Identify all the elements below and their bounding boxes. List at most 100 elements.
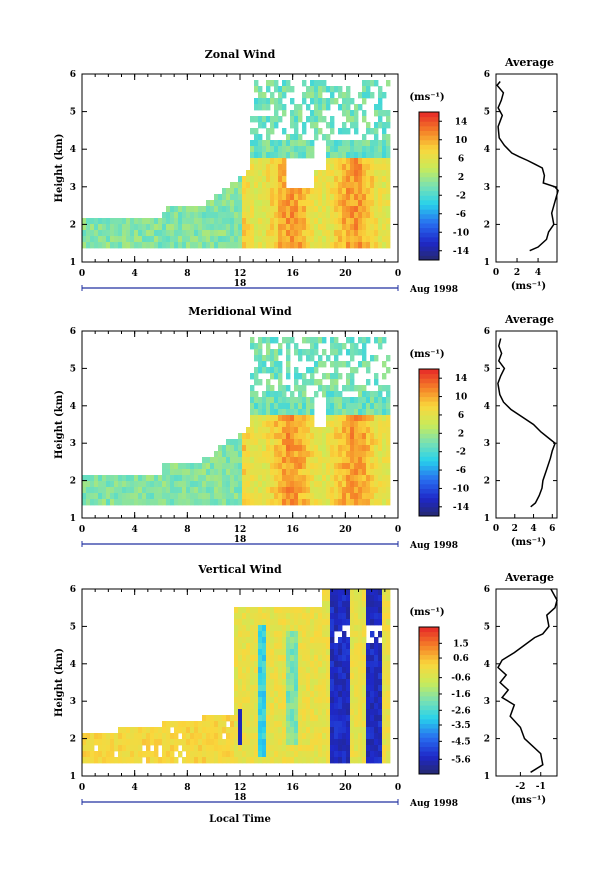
heatmap-cell [342,230,347,237]
heatmap-cell [318,475,323,482]
average-y-tick-label: 2 [484,220,490,230]
heatmap-cell [158,757,163,764]
heatmap-cell [246,451,251,458]
date-label: 18 [234,793,247,803]
heatmap-cell [302,349,307,356]
heatmap-cell [198,481,203,488]
colorbar-swatch [419,410,439,416]
heatmap-cell [314,499,319,506]
heatmap-cell [310,242,315,249]
heatmap-cell [370,679,375,686]
heatmap-cell [282,146,287,153]
heatmap-cell [194,493,199,500]
heatmap-cell [198,733,203,740]
heatmap-cell [238,649,243,656]
heatmap-cell [386,182,391,189]
heatmap-cell [346,619,351,626]
heatmap-cell [298,242,303,249]
heatmap-cell [138,493,143,500]
heatmap-cell [98,236,103,243]
heatmap-cell [370,469,375,476]
heatmap-cell [246,218,251,225]
heatmap-cell [286,230,291,237]
heatmap-cell [342,200,347,207]
heatmap-cell [222,715,227,722]
heatmap-cell [366,439,371,446]
heatmap-cell [130,224,135,231]
heatmap-cell [226,499,231,506]
heatmap-cell [274,613,279,620]
colorbar-swatch [419,737,439,743]
heatmap-cell [310,146,315,153]
heatmap-cell [322,601,327,608]
heatmap-cell [346,176,351,183]
heatmap-cell [102,733,107,740]
heatmap-cell [290,391,295,398]
heatmap-cell [362,745,367,752]
heatmap-cell [314,206,319,213]
heatmap-cell [350,230,355,237]
heatmap-cell [254,367,259,374]
heatmap-cell [314,655,319,662]
y-tick-label: 1 [70,514,76,524]
heatmap-cell [302,385,307,392]
heatmap-cell [298,643,303,650]
heatmap-cell [238,643,243,650]
heatmap-cell [370,421,375,428]
heatmap-cell [266,613,271,620]
heatmap-cell [350,745,355,752]
heatmap-cell [346,379,351,386]
heatmap-cell [326,415,331,422]
heatmap-cell [358,421,363,428]
heatmap-cell [330,427,335,434]
colorbar-swatch [419,144,439,150]
heatmap-cell [354,158,359,165]
heatmap-cell [298,457,303,464]
heatmap-cell [194,481,199,488]
heatmap-cell [270,463,275,470]
heatmap-cell [174,499,179,506]
heatmap-cell [350,463,355,470]
heatmap-cell [154,230,159,237]
heatmap-cell [226,230,231,237]
heatmap-cell [314,619,319,626]
heatmap-cell [326,86,331,93]
heatmap-cell [242,709,247,716]
colorbar-swatch [419,741,439,747]
heatmap-cell [326,206,331,213]
heatmap-cell [210,751,215,758]
heatmap-cell [274,709,279,716]
heatmap-cell [238,481,243,488]
heatmap-cell [334,206,339,213]
heatmap-cell [374,104,379,111]
heatmap-cell [258,481,263,488]
heatmap-cell [298,415,303,422]
heatmap-cell [298,679,303,686]
heatmap-cell [118,493,123,500]
heatmap-cell [346,361,351,368]
heatmap-cell [354,427,359,434]
heatmap-cell [142,242,147,249]
heatmap-cell [326,691,331,698]
heatmap-cell [350,757,355,764]
heatmap-cell [114,218,119,225]
heatmap-cell [254,415,259,422]
heatmap-cell [346,685,351,692]
heatmap-cell [314,439,319,446]
heatmap-cell [374,415,379,422]
heatmap-cell [318,104,323,111]
heatmap-cell [326,739,331,746]
heatmap-cell [130,733,135,740]
heatmap-cell [386,391,391,398]
heatmap-cell [386,457,391,464]
heatmap-cell [386,691,391,698]
heatmap-cell [382,421,387,428]
heatmap-cell [314,104,319,111]
heatmap-cell [310,433,315,440]
heatmap-cell [106,493,111,500]
heatmap-cell [294,152,299,159]
heatmap-cell [378,421,383,428]
heatmap-cell [290,649,295,656]
heatmap-cell [282,643,287,650]
heatmap-cell [106,236,111,243]
